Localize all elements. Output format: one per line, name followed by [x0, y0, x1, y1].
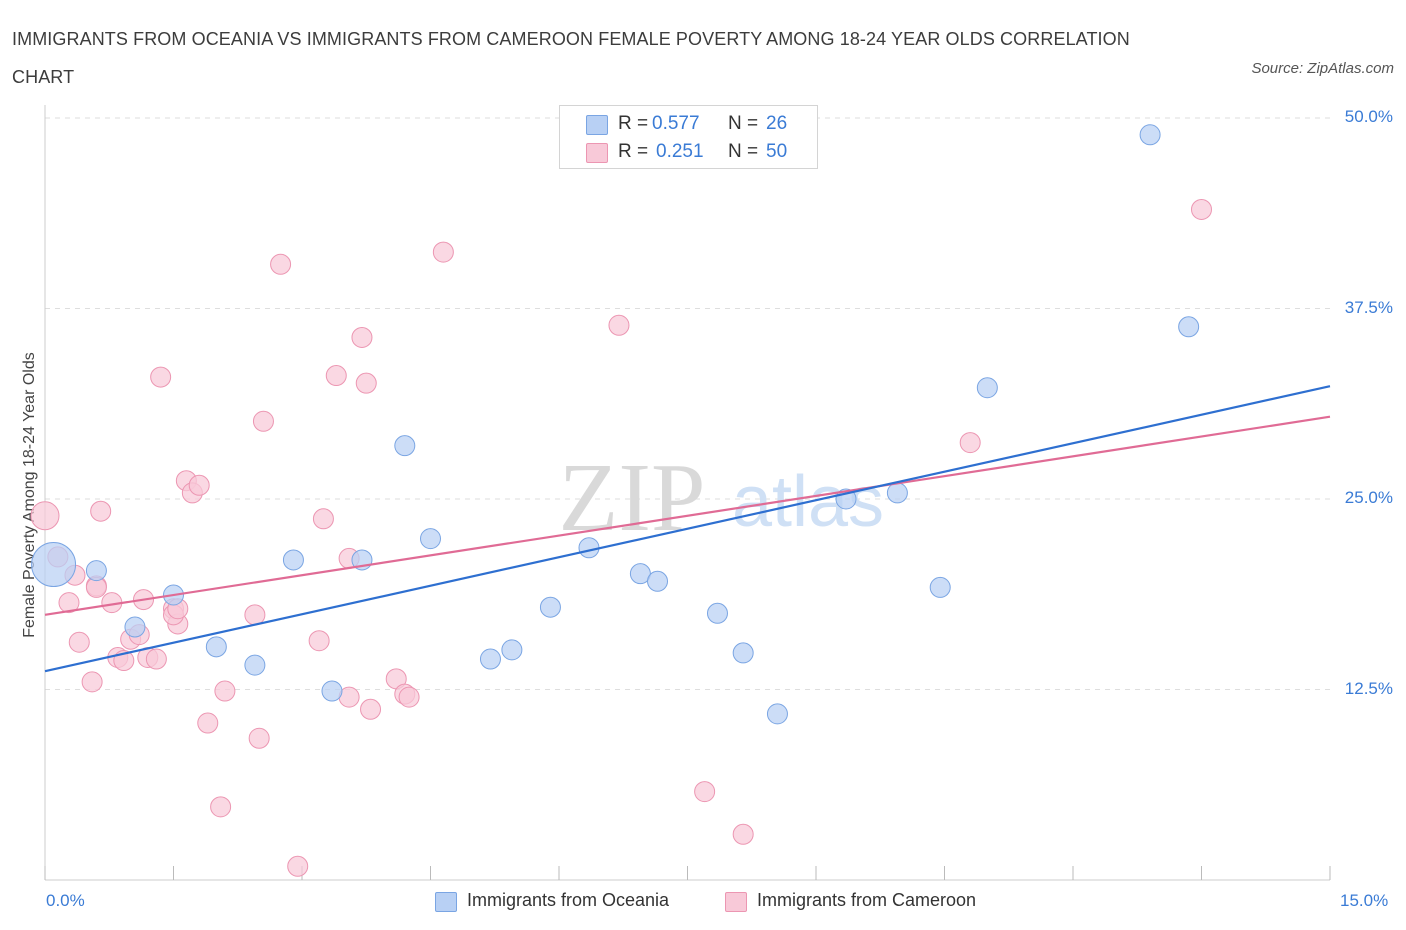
point-cameroon [308, 630, 330, 652]
point-oceania [1139, 124, 1161, 146]
bottom-legend-swatch-oceania [435, 892, 457, 912]
bottom-legend-label-cameroon: Immigrants from Cameroon [757, 890, 977, 910]
y-tick-label: 50.0% [1344, 107, 1393, 126]
point-oceania [766, 703, 788, 725]
x-tick-label-min: 0.0% [46, 891, 85, 910]
point-oceania [976, 377, 998, 399]
point-oceania [706, 602, 728, 624]
legend-r-value: 0.251 [656, 141, 704, 162]
point-oceania [479, 648, 501, 670]
chart-title: IMMIGRANTS FROM OCEANIA VS IMMIGRANTS FR… [12, 29, 1130, 87]
point-cameroon [355, 372, 377, 394]
legend-swatch-oceania [586, 115, 608, 135]
point-oceania [394, 435, 416, 457]
watermark-zip: ZIP [559, 444, 706, 552]
point-cameroon [214, 680, 236, 702]
y-tick-label: 12.5% [1344, 678, 1393, 698]
bottom-legend-label-oceania: Immigrants from Oceania [467, 890, 670, 910]
point-oceania [578, 537, 600, 559]
legend-r-label: R = [618, 141, 649, 162]
point-oceania [85, 560, 107, 582]
y-tick-label: 25.0% [1344, 488, 1393, 507]
y-tick-label: 37.5% [1344, 297, 1393, 317]
point-oceania [539, 596, 561, 618]
point-cameroon [244, 604, 266, 626]
point-oceania [929, 576, 951, 598]
point-cameroon [58, 592, 80, 614]
legend-swatch-cameroon [586, 143, 608, 163]
point-cameroon [90, 500, 112, 522]
point-cameroon [270, 253, 292, 275]
point-cameroon [30, 501, 60, 531]
bottom-legend-swatch-cameroon [725, 892, 747, 912]
point-oceania [282, 549, 304, 571]
point-oceania [1178, 316, 1200, 338]
point-cameroon [360, 698, 382, 720]
point-cameroon [312, 508, 334, 530]
point-cameroon [145, 648, 167, 670]
point-cameroon [81, 671, 103, 693]
point-cameroon [287, 855, 309, 877]
point-oceania [501, 639, 523, 661]
legend-n-value: 50 [766, 141, 788, 162]
point-cameroon [694, 781, 716, 803]
axes [44, 105, 1331, 881]
point-cameroon [210, 796, 232, 818]
point-cameroon [398, 686, 420, 708]
point-cameroon [188, 474, 210, 496]
point-oceania [732, 642, 754, 664]
point-oceania [124, 616, 146, 638]
point-cameroon [351, 326, 373, 348]
legend-r-value: 0.577 [652, 113, 700, 134]
legend-r-label: R = [618, 113, 649, 134]
point-oceania [321, 680, 343, 702]
point-oceania [420, 528, 441, 550]
point-cameroon [732, 823, 754, 845]
point-cameroon [608, 314, 630, 336]
point-oceania [886, 482, 908, 504]
source-label: Source: ZipAtlas.com [1251, 60, 1394, 77]
trend-lines [44, 385, 1331, 673]
trend-line-oceania [44, 385, 1331, 673]
x-tick-label-max: 15.0% [1340, 891, 1389, 910]
stats-legend: R = 0.577 N = 26 R = 0.251 N = 50 [559, 105, 818, 169]
point-cameroon [325, 365, 347, 387]
series-oceania-points [31, 124, 1200, 725]
legend-n-label: N = [728, 141, 759, 162]
gridlines [45, 117, 1330, 690]
point-cameroon [959, 432, 981, 454]
point-cameroon [252, 410, 274, 432]
point-oceania [647, 570, 669, 592]
point-cameroon [197, 712, 219, 734]
legend-n-value: 26 [766, 113, 788, 134]
point-cameroon [1191, 198, 1212, 220]
point-cameroon [68, 631, 90, 653]
point-oceania [205, 636, 227, 658]
point-oceania [31, 542, 77, 588]
point-oceania [244, 654, 266, 676]
legend-n-label: N = [728, 113, 759, 134]
watermark: ZIP atlas [559, 444, 885, 552]
series-cameroon-points [30, 198, 1212, 877]
point-cameroon [248, 727, 270, 749]
point-cameroon [150, 366, 172, 388]
trend-line-cameroon [44, 415, 1331, 616]
point-cameroon [432, 241, 454, 263]
